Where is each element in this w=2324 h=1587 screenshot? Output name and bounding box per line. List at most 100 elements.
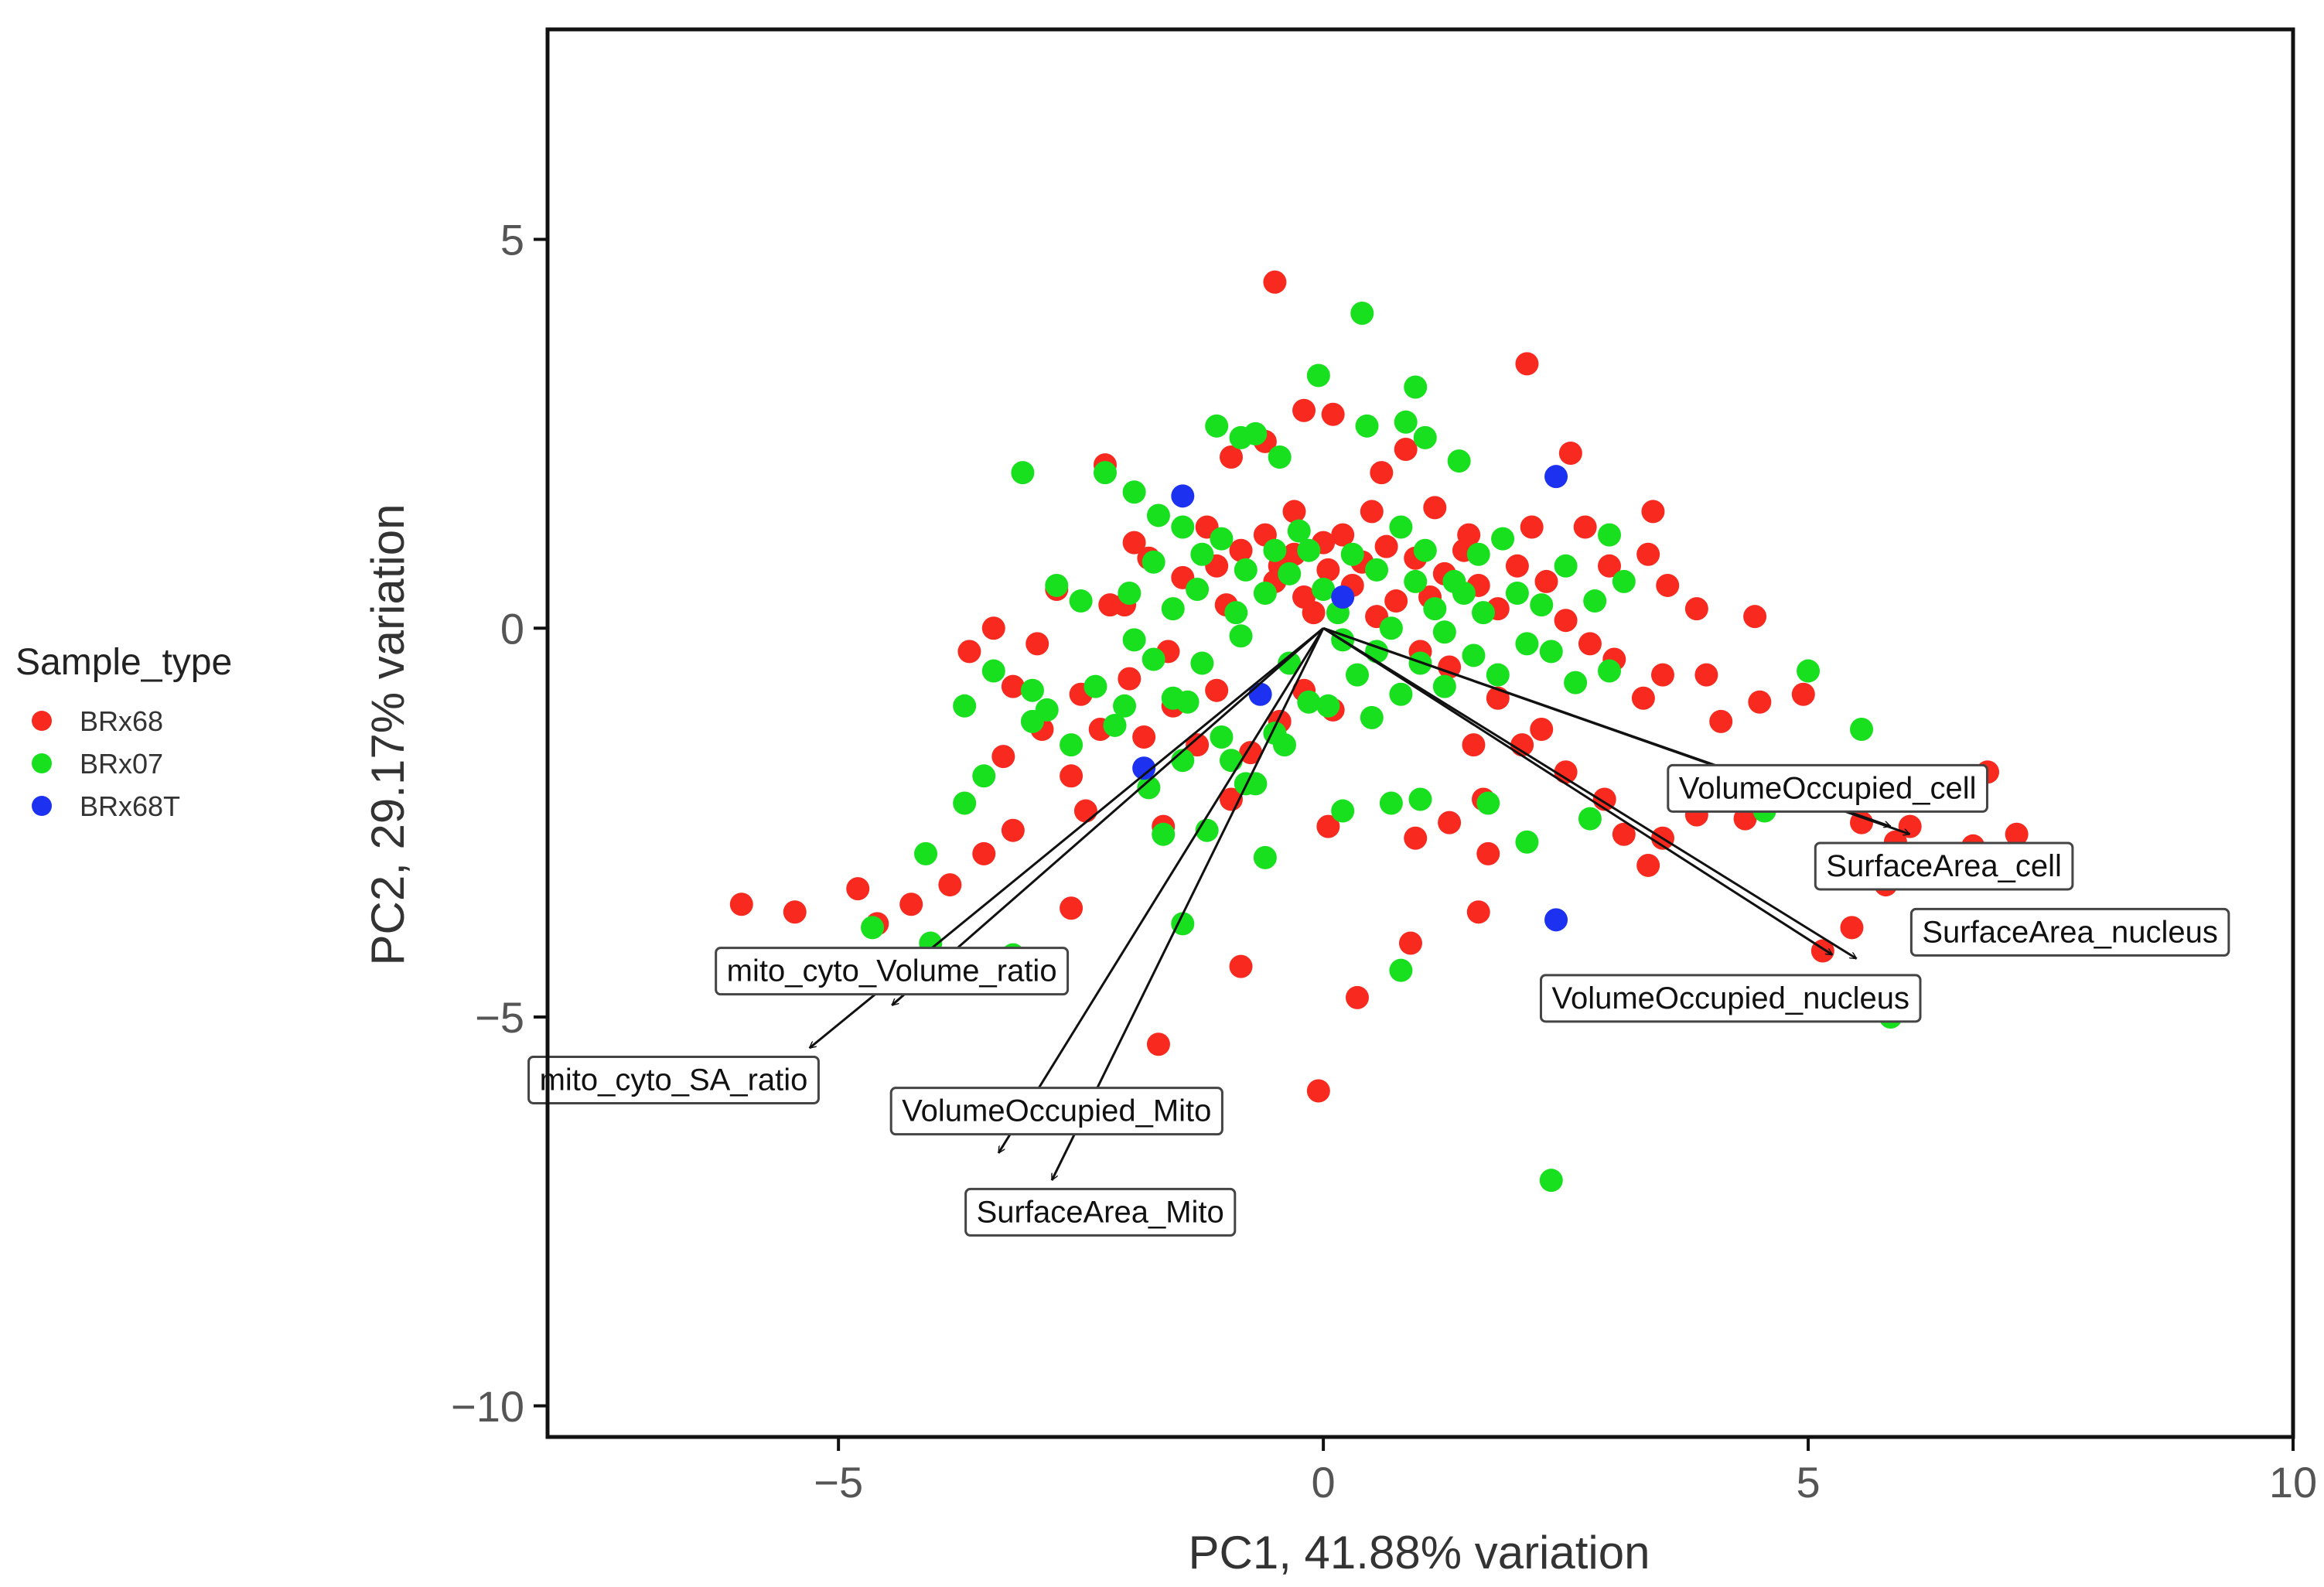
point-brx07 [1394, 410, 1418, 434]
point-brx68 [1656, 573, 1680, 597]
point-brx07 [1171, 912, 1195, 936]
legend-label-brx68: BRx68 [80, 705, 163, 737]
point-brx07 [1389, 682, 1413, 706]
point-brx68 [1510, 733, 1534, 757]
point-brx07 [1472, 601, 1496, 625]
point-brx68 [1360, 500, 1384, 524]
point-brx68 [1636, 542, 1660, 566]
point-brx07 [1797, 659, 1821, 683]
point-brx07 [1462, 643, 1486, 667]
point-brx07 [1432, 620, 1456, 644]
point-brx07 [1093, 461, 1117, 485]
point-brx07 [1146, 503, 1170, 527]
point-brx68 [981, 616, 1005, 640]
point-brx68 [1612, 822, 1636, 846]
point-brx07 [1466, 542, 1490, 566]
point-brx07 [1244, 421, 1268, 445]
point-brx07 [1539, 1169, 1563, 1193]
point-brx68 [1462, 733, 1486, 757]
point-brx68t [1171, 484, 1195, 508]
point-brx07 [1084, 674, 1107, 698]
point-brx68 [1709, 709, 1733, 733]
point-brx68 [1282, 500, 1306, 524]
point-brx07 [1020, 678, 1044, 702]
point-brx68 [1534, 569, 1558, 593]
y-axis-title: PC2, 29.17% variation [362, 503, 414, 965]
point-brx07 [1045, 573, 1069, 597]
point-brx68 [2005, 822, 2029, 846]
point-brx07 [1312, 577, 1336, 601]
point-brx68 [1898, 814, 1922, 838]
point-brx07 [1272, 733, 1296, 757]
point-brx68 [1306, 1079, 1330, 1103]
point-brx07 [1598, 523, 1622, 547]
x-tick-label: 0 [1312, 1458, 1336, 1507]
legend-label-brx68t: BRx68T [80, 790, 180, 822]
point-brx68 [1394, 437, 1418, 461]
point-brx07 [1505, 582, 1529, 606]
point-brx07 [1355, 414, 1379, 438]
point-brx68 [1840, 916, 1864, 940]
point-brx07 [1011, 461, 1035, 485]
point-brx07 [1564, 671, 1588, 695]
legend-swatch-brx07 [32, 753, 52, 773]
point-brx68 [1641, 500, 1665, 524]
loading-label-text: VolumeOccupied_Mito [902, 1094, 1211, 1128]
loading-label-box [889, 1087, 1223, 1136]
point-brx68 [899, 892, 923, 916]
point-brx07 [1331, 799, 1355, 823]
point-brx07 [1413, 425, 1437, 449]
point-brx07 [1850, 717, 1874, 741]
point-brx68 [1438, 655, 1462, 679]
point-brx68 [972, 841, 996, 865]
point-brx68 [1733, 807, 1757, 831]
loading-label-text: mito_cyto_SA_ratio [540, 1063, 808, 1097]
point-brx68 [1694, 663, 1718, 687]
loading-label: mito_cyto_Volume_ratio [715, 947, 1070, 996]
point-brx68 [846, 877, 870, 901]
point-brx68 [1554, 760, 1578, 784]
point-brx07 [1447, 449, 1471, 473]
point-brx07 [1113, 694, 1137, 718]
loading-label: mito_cyto_SA_ratio [527, 1055, 820, 1104]
point-brx07 [953, 791, 977, 815]
point-brx68 [1631, 686, 1655, 710]
y-tick-label: −10 [451, 1382, 524, 1431]
point-brx07 [1253, 582, 1277, 606]
y-tick-label: 0 [500, 604, 524, 653]
loading-label-box [527, 1055, 820, 1104]
x-tick-label: 10 [2269, 1458, 2317, 1507]
point-brx07 [1379, 616, 1403, 640]
point-brx68 [1520, 515, 1544, 539]
point-brx07 [1171, 515, 1195, 539]
point-brx07 [1137, 776, 1161, 800]
point-brx07 [1515, 632, 1539, 656]
point-brx07 [1287, 519, 1311, 543]
point-brx07 [1389, 515, 1413, 539]
legend-swatch-brx68t [32, 796, 52, 816]
x-tick-label: 5 [1796, 1458, 1820, 1507]
point-brx68 [1205, 678, 1229, 702]
point-brx68 [1316, 814, 1340, 838]
loading-label: VolumeOccupied_nucleus [1539, 974, 1922, 1023]
point-brx68 [1558, 442, 1582, 466]
point-brx68 [1263, 270, 1287, 294]
point-brx07 [1118, 582, 1142, 606]
point-brx68 [1229, 954, 1253, 978]
loading-label-text: SurfaceArea_nucleus [1922, 915, 2217, 949]
loading-vectors: VolumeOccupied_cell SurfaceArea_cell Surfa… [527, 626, 2230, 1237]
point-brx68 [1650, 663, 1674, 687]
point-brx07 [1253, 845, 1277, 869]
loading-arrow [892, 627, 1325, 1007]
point-brx07 [1229, 624, 1253, 648]
point-brx68 [1743, 605, 1767, 629]
loading-label-box [1909, 907, 2230, 957]
loading-label: VolumeOccupied_cell [1667, 763, 1988, 813]
loading-arrow [997, 627, 1325, 1153]
point-brx07 [1345, 663, 1369, 687]
loading-label-box [715, 947, 1070, 996]
point-brx07 [1190, 651, 1214, 675]
point-brx07 [1234, 558, 1258, 582]
point-brx07 [1515, 830, 1539, 854]
point-brx07 [1306, 363, 1330, 387]
